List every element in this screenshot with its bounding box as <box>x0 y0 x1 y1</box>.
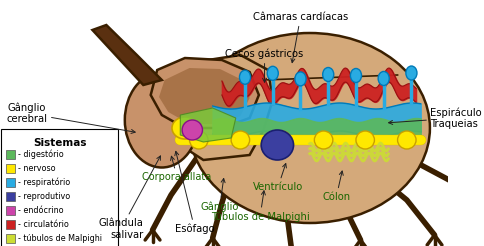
Text: Ventrículo: Ventrículo <box>252 164 302 192</box>
Text: - nervoso: - nervoso <box>17 164 55 173</box>
Ellipse shape <box>294 72 305 86</box>
Ellipse shape <box>267 66 278 80</box>
Polygon shape <box>171 55 272 160</box>
Text: Gânglio
cerebral: Gânglio cerebral <box>6 102 135 133</box>
FancyBboxPatch shape <box>1 129 118 246</box>
Text: Câmaras cardíacas: Câmaras cardíacas <box>252 12 348 63</box>
Text: Esôfago: Esôfago <box>174 151 214 234</box>
Bar <box>5 234 15 243</box>
Text: - endócrino: - endócrino <box>17 206 63 215</box>
Ellipse shape <box>397 131 415 149</box>
Bar <box>5 220 15 229</box>
Polygon shape <box>180 108 235 142</box>
Ellipse shape <box>239 70 250 84</box>
Polygon shape <box>159 68 249 124</box>
Text: Túbulos de Malpighi: Túbulos de Malpighi <box>210 191 309 222</box>
Ellipse shape <box>124 73 198 168</box>
Polygon shape <box>151 58 258 128</box>
Text: Glândula
salivar: Glândula salivar <box>98 156 160 240</box>
Text: Gânglio: Gânglio <box>200 179 239 212</box>
Bar <box>5 206 15 215</box>
Text: Corpora allata: Corpora allata <box>142 156 212 182</box>
Bar <box>5 150 15 159</box>
Ellipse shape <box>189 131 208 149</box>
Bar <box>5 192 15 201</box>
Text: - reprodutivo: - reprodutivo <box>17 192 70 201</box>
Text: - digestório: - digestório <box>17 150 63 159</box>
Ellipse shape <box>355 131 374 149</box>
Ellipse shape <box>231 131 249 149</box>
Ellipse shape <box>172 117 197 139</box>
Ellipse shape <box>182 120 202 140</box>
Ellipse shape <box>405 66 416 80</box>
Polygon shape <box>92 25 162 85</box>
Text: - túbulos de Malpighi: - túbulos de Malpighi <box>17 234 101 243</box>
Text: Cólon: Cólon <box>321 171 349 202</box>
Ellipse shape <box>378 72 389 85</box>
Ellipse shape <box>261 130 293 160</box>
Text: Espiráculo
Traqueias: Espiráculo Traqueias <box>388 107 481 129</box>
Bar <box>5 164 15 173</box>
Ellipse shape <box>314 131 332 149</box>
Bar <box>5 178 15 187</box>
Text: Cecos gástricos: Cecos gástricos <box>225 49 303 82</box>
Ellipse shape <box>189 33 429 223</box>
Text: Sistemas: Sistemas <box>33 138 86 148</box>
Ellipse shape <box>349 68 361 82</box>
Text: - circulatório: - circulatório <box>17 220 68 229</box>
Ellipse shape <box>322 67 333 81</box>
Ellipse shape <box>272 131 290 149</box>
Text: - respiratório: - respiratório <box>17 178 70 187</box>
